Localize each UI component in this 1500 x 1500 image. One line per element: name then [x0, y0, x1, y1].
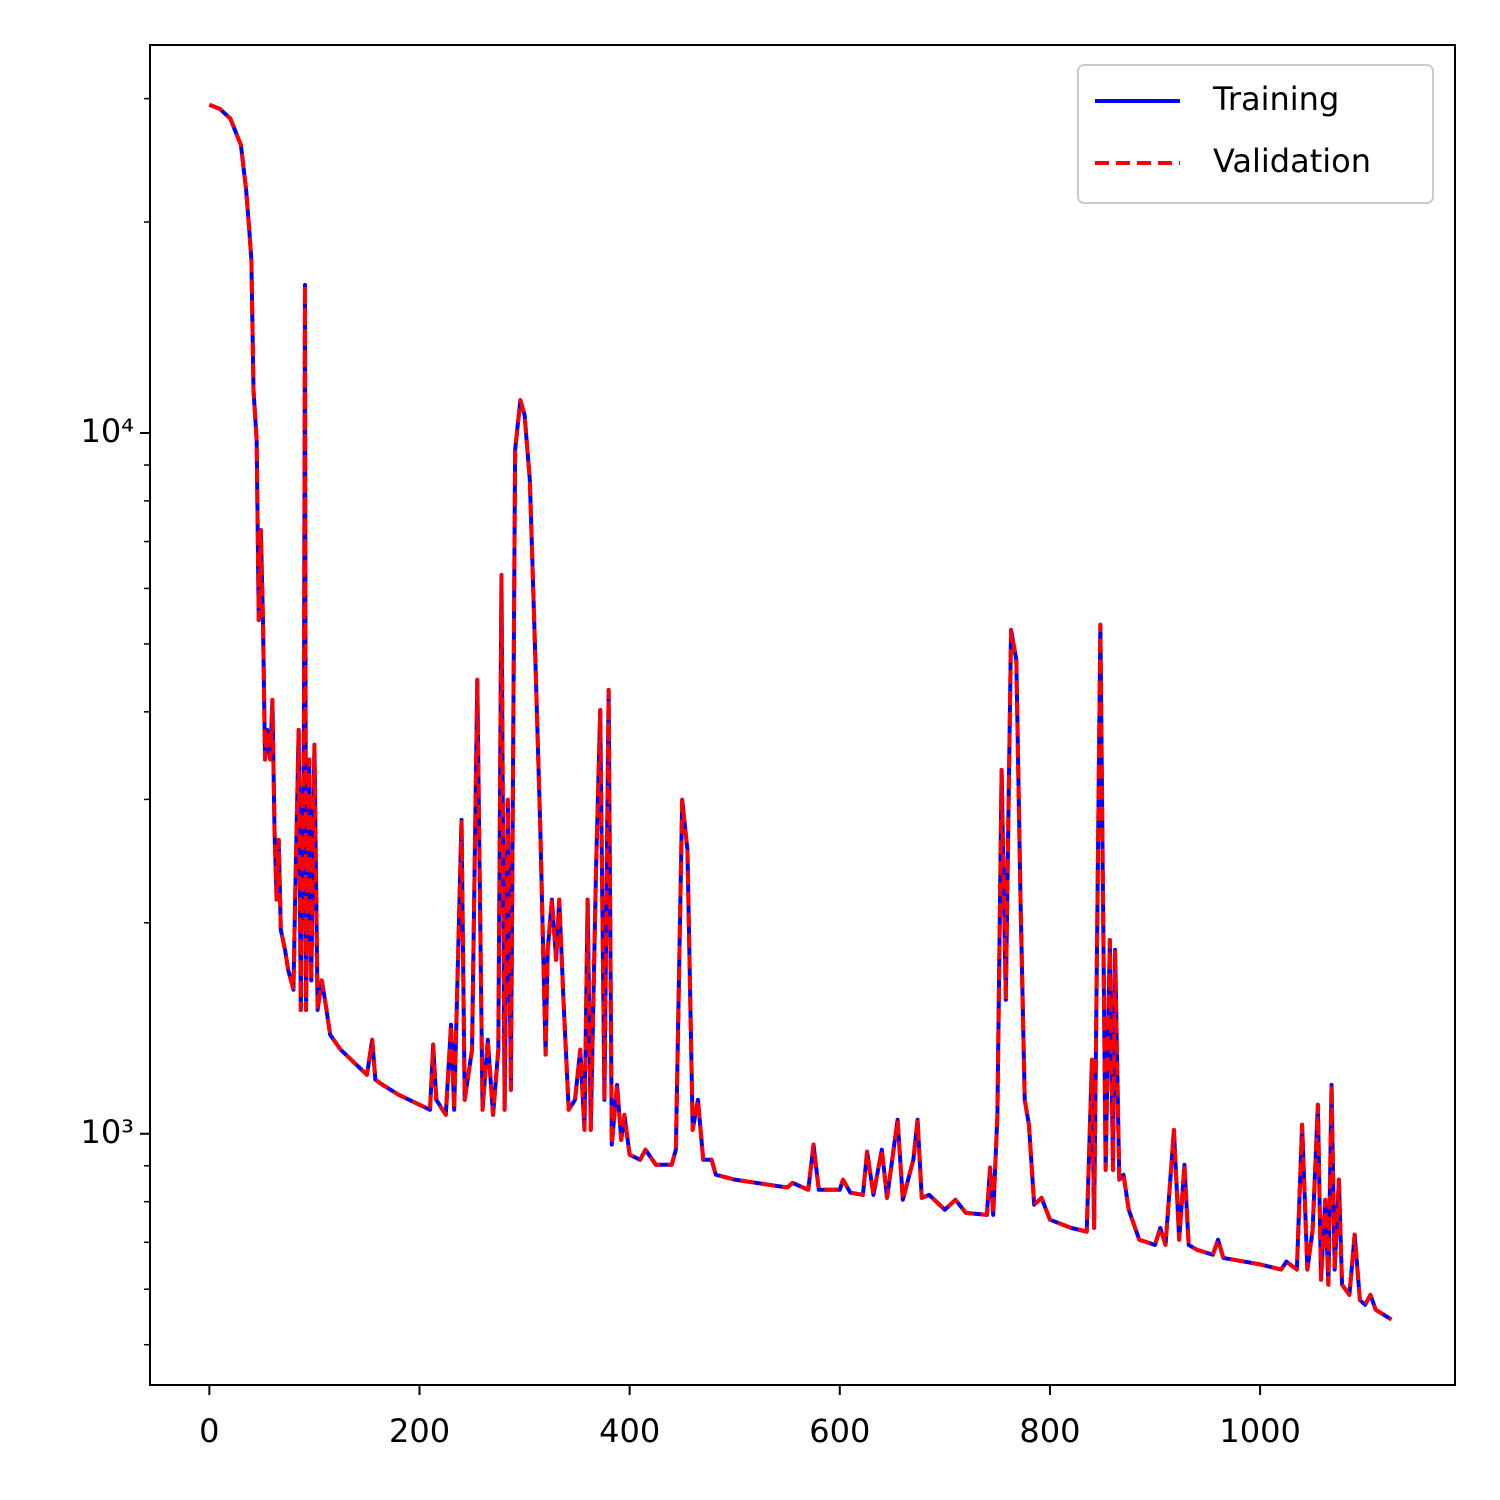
- legend-label: Training: [1212, 80, 1339, 118]
- legend-label: Validation: [1213, 142, 1371, 180]
- x-tick-label: 1000: [1219, 1412, 1300, 1450]
- x-tick-label: 200: [389, 1412, 450, 1450]
- plot-frame: [149, 44, 1456, 1386]
- y-tick-label: 10³: [80, 1113, 134, 1151]
- x-tick-label: 800: [1019, 1412, 1080, 1450]
- series-line: [208, 102, 1393, 1322]
- x-tick-label: 600: [809, 1412, 870, 1450]
- x-tick-label: 400: [599, 1412, 660, 1450]
- y-tick-label: 10⁴: [80, 412, 134, 450]
- x-tick-label: 0: [199, 1412, 219, 1450]
